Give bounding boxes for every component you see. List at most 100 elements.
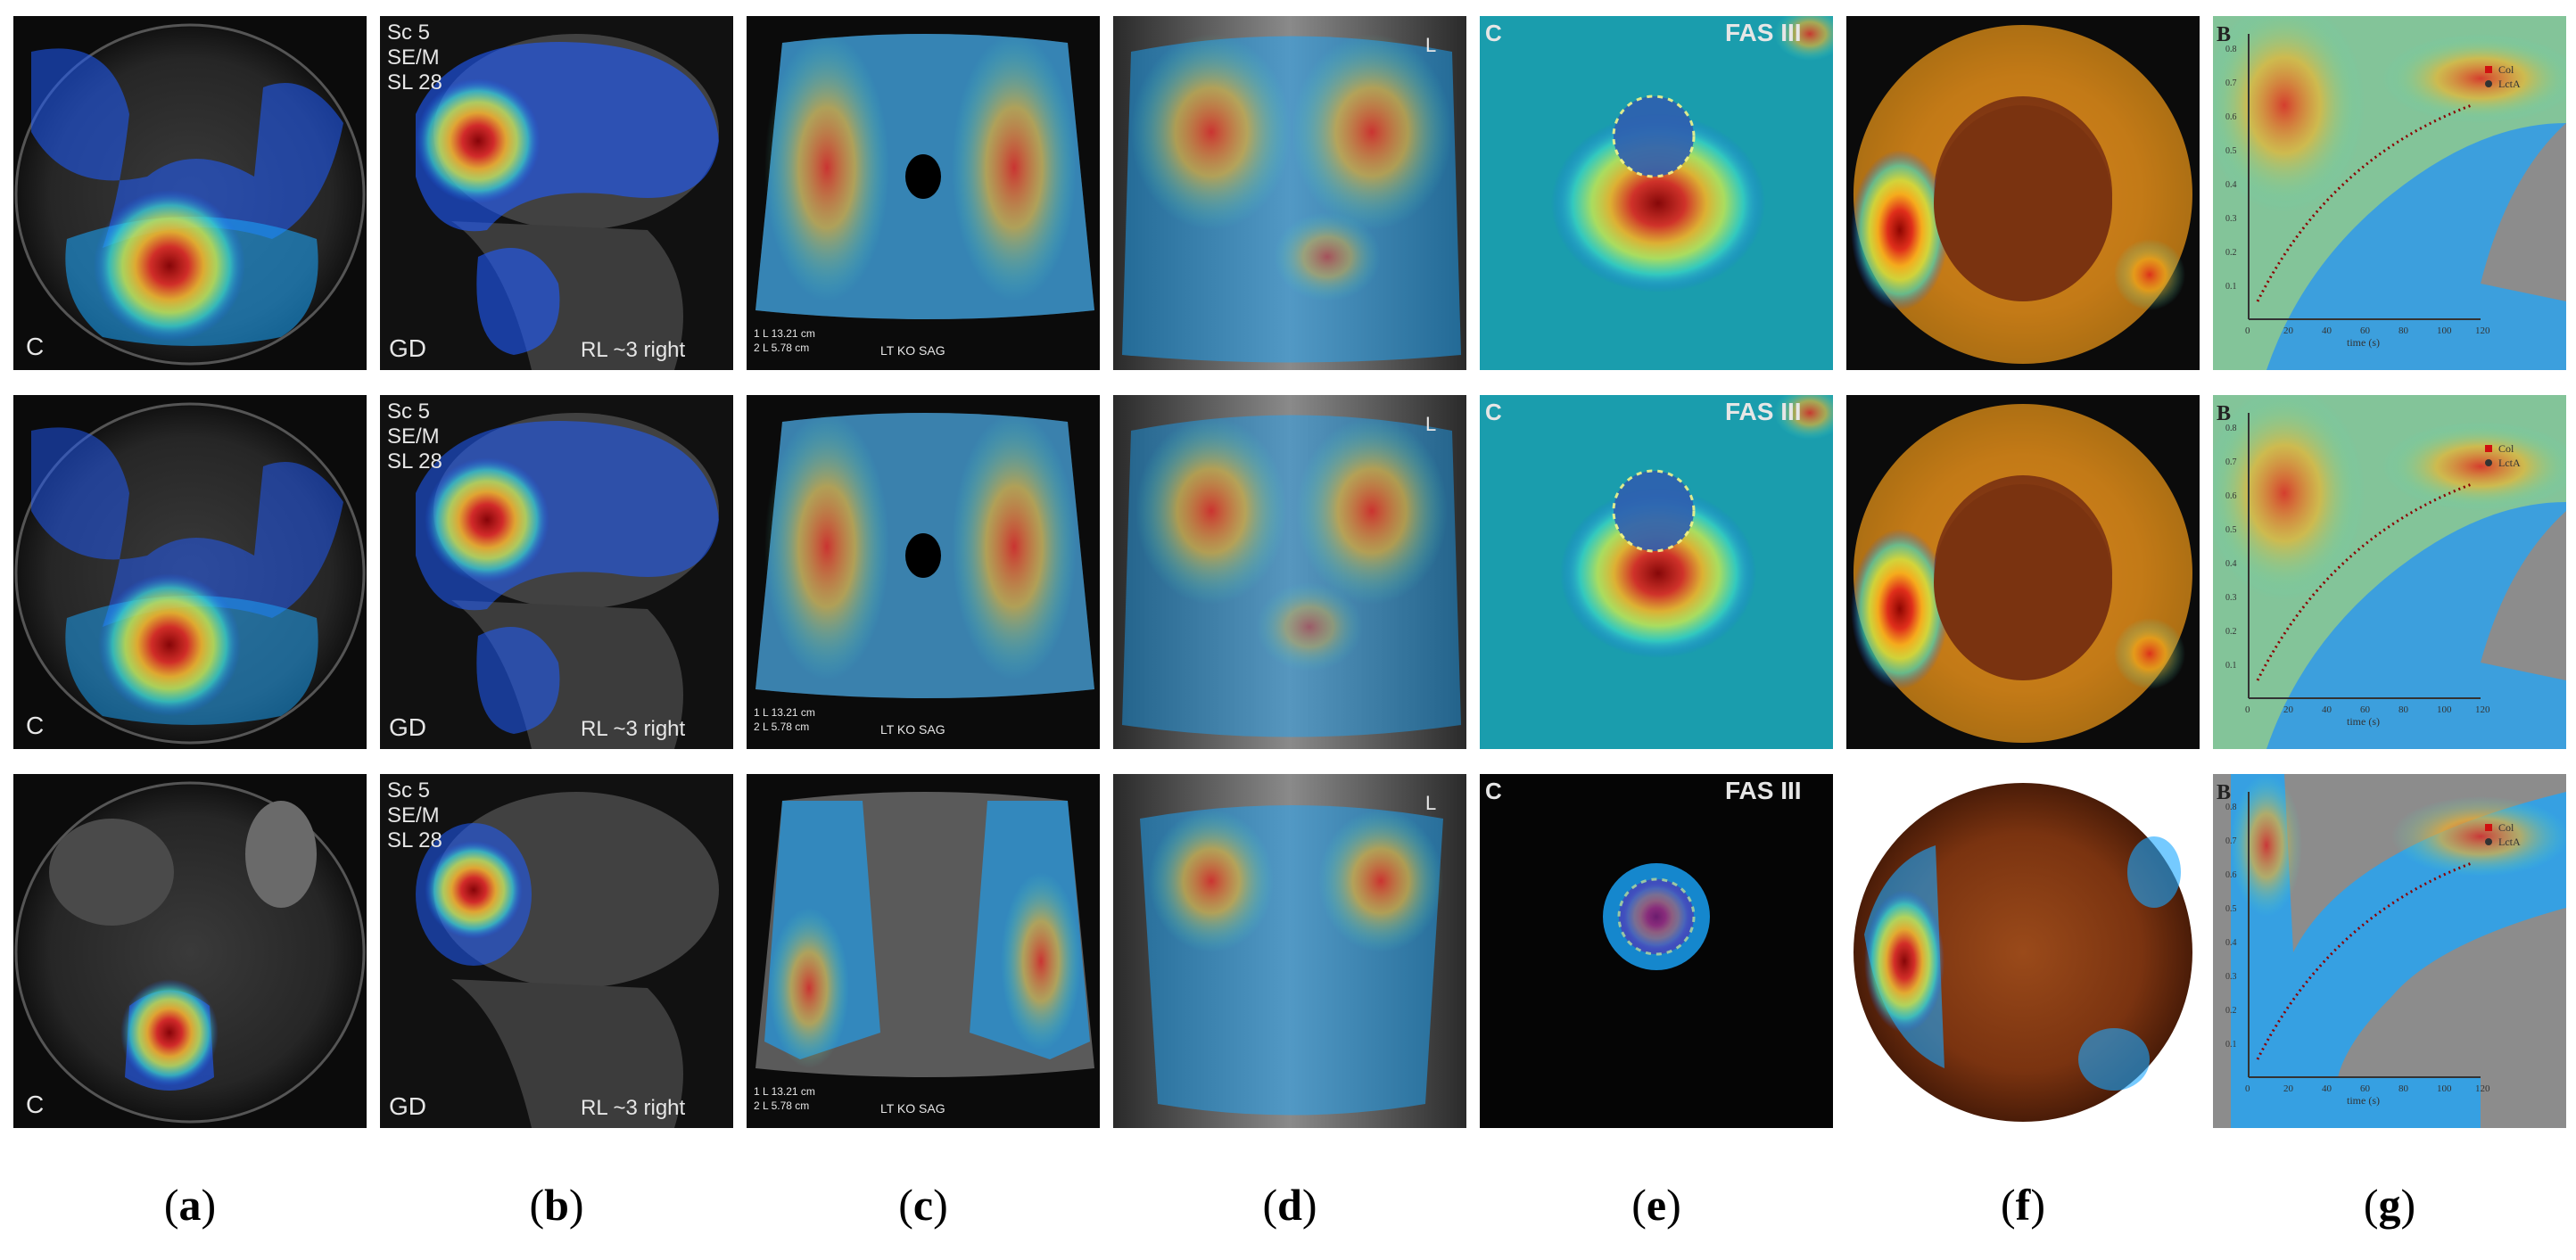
- xray-heatmap-mid: L: [1113, 395, 1466, 749]
- corner-label: GD: [389, 334, 426, 362]
- fundus-heatmap-mid: [1846, 395, 2200, 749]
- view-label: LT KO SAG: [880, 722, 945, 737]
- y-tick-label: 0.4: [2225, 938, 2237, 948]
- y-tick-label: 0.7: [2225, 836, 2237, 846]
- legend-lcta: LctA: [2498, 78, 2521, 90]
- corner-label: B: [2217, 402, 2231, 425]
- corner-label: B: [2217, 781, 2231, 804]
- panel-b-row1: Sc 5 SE/M SL 28 GD RL ~3 right: [380, 16, 733, 370]
- scan-line3: SL 28: [387, 70, 442, 95]
- y-tick-label: 0.5: [2225, 904, 2237, 914]
- y-tick-label: 0.3: [2225, 593, 2237, 603]
- orientation-label: RL ~3 right: [581, 338, 686, 362]
- legend-lcta: LctA: [2498, 457, 2521, 469]
- panel-b-row2: Sc 5 SE/M SL 28 GD RL ~3 right: [380, 395, 733, 749]
- panel-g-row2: Col LctA time (s) B 0 20 40 60 80 100 120 0.8 0.…: [2213, 395, 2566, 749]
- mri-heatmap-mid: Sc 5 SE/M SL 28 GD RL ~3 right: [380, 395, 733, 749]
- legend-lcta: LctA: [2498, 836, 2521, 848]
- orientation-label: RL ~3 right: [581, 1096, 686, 1120]
- corner-label: C: [1485, 20, 1502, 46]
- y-tick-label: 0.6: [2225, 112, 2237, 122]
- plot-heatmap-focused: Col LctA time (s) B 0 20 40 60 80 100 120 0.8 0.…: [2213, 774, 2566, 1128]
- x-tick-label: 80: [2398, 1083, 2409, 1094]
- skin-heatmap-focused: C FAS III: [1480, 774, 1833, 1128]
- x-tick-label: 0: [2245, 325, 2250, 336]
- grade-label: FAS III: [1725, 398, 1802, 425]
- caption-e: (e): [1631, 1180, 1681, 1230]
- legend-col: Col: [2498, 821, 2514, 834]
- panel-e-row1: C FAS III: [1480, 16, 1833, 370]
- x-tick-label: 60: [2360, 1083, 2371, 1094]
- scan-line2: SE/M: [387, 424, 440, 449]
- scan-line2: SE/M: [387, 45, 440, 70]
- panel-c-row2: 1 L 13.21 cm 2 L 5.78 cm LT KO SAG: [747, 395, 1100, 749]
- x-tick-label: 20: [2283, 1083, 2294, 1094]
- mri-heatmap-focused: Sc 5 SE/M SL 28 GD RL ~3 right: [380, 774, 733, 1128]
- panel-c-row1: 1 L 13.21 cm 2 L 5.78 cm LT KO SAG: [747, 16, 1100, 370]
- panel-c-row3: 1 L 13.21 cm 2 L 5.78 cm LT KO SAG: [747, 774, 1100, 1128]
- y-tick-label: 0.3: [2225, 214, 2237, 224]
- measurement-1: 1 L 13.21 cm: [754, 327, 815, 340]
- y-tick-label: 0.8: [2225, 424, 2237, 433]
- caption-b: (b): [529, 1180, 584, 1230]
- fundus-heatmap-focused: [1846, 774, 2200, 1128]
- scan-line2: SE/M: [387, 803, 440, 828]
- corner-label: C: [26, 333, 44, 360]
- x-tick-label: 60: [2360, 704, 2371, 715]
- x-tick-label: 40: [2322, 704, 2332, 715]
- skin-heatmap-mid: C FAS III: [1480, 395, 1833, 749]
- y-tick-label: 0.3: [2225, 972, 2237, 982]
- corner-label: GD: [389, 1092, 426, 1120]
- fundus-heatmap-full: [1846, 16, 2200, 370]
- panel-a-row1: C: [13, 16, 367, 370]
- panel-e-row2: C FAS III: [1480, 395, 1833, 749]
- corner-label: C: [1485, 399, 1502, 425]
- x-tick-label: 100: [2437, 704, 2452, 715]
- x-tick-label: 120: [2475, 1083, 2490, 1094]
- grade-label: FAS III: [1725, 19, 1802, 46]
- caption-d: (d): [1262, 1180, 1317, 1230]
- x-tick-label: 20: [2283, 704, 2294, 715]
- side-marker: L: [1425, 34, 1436, 56]
- caption-f: (f): [2001, 1180, 2045, 1230]
- y-tick-label: 0.6: [2225, 870, 2237, 880]
- side-marker: L: [1425, 413, 1436, 435]
- measurement-1: 1 L 13.21 cm: [754, 1085, 815, 1098]
- scan-line1: Sc 5: [387, 778, 430, 803]
- scan-line3: SL 28: [387, 449, 442, 474]
- y-tick-label: 0.2: [2225, 627, 2237, 637]
- x-tick-label: 0: [2245, 1083, 2250, 1094]
- panel-f-row1: [1846, 16, 2200, 370]
- caption-c: (c): [898, 1180, 948, 1230]
- x-tick-label: 40: [2322, 1083, 2332, 1094]
- x-tick-label: 0: [2245, 704, 2250, 715]
- panel-a-row3: C: [13, 774, 367, 1128]
- ultrasound-heatmap-mid: 1 L 13.21 cm 2 L 5.78 cm LT KO SAG: [747, 395, 1100, 749]
- x-axis-label: time (s): [2347, 715, 2380, 728]
- plot-heatmap-full: Col LctA time (s) B 0 20 40 60 80 100 120 0.8 0.…: [2213, 16, 2566, 370]
- y-tick-label: 0.8: [2225, 803, 2237, 812]
- y-tick-label: 0.2: [2225, 1006, 2237, 1016]
- mri-heatmap-full: Sc 5 SE/M SL 28 GD RL ~3 right: [380, 16, 733, 370]
- y-tick-label: 0.1: [2225, 661, 2237, 671]
- x-axis-label: time (s): [2347, 336, 2380, 349]
- side-marker: L: [1425, 792, 1436, 814]
- measurement-2: 2 L 5.78 cm: [754, 721, 809, 733]
- y-tick-label: 0.7: [2225, 78, 2237, 88]
- view-label: LT KO SAG: [880, 1101, 945, 1116]
- y-tick-label: 0.7: [2225, 457, 2237, 467]
- x-axis-label: time (s): [2347, 1094, 2380, 1107]
- panel-f-row3: [1846, 774, 2200, 1128]
- y-tick-label: 0.5: [2225, 146, 2237, 156]
- plot-heatmap-mid: Col LctA time (s) B 0 20 40 60 80 100 120 0.8 0.…: [2213, 395, 2566, 749]
- y-tick-label: 0.4: [2225, 559, 2237, 569]
- scan-line1: Sc 5: [387, 399, 430, 424]
- xray-heatmap-full: L: [1113, 16, 1466, 370]
- ct-heatmap-full: C: [13, 16, 367, 370]
- skin-heatmap-full: C FAS III: [1480, 16, 1833, 370]
- y-tick-label: 0.5: [2225, 525, 2237, 535]
- corner-label: C: [26, 712, 44, 739]
- panel-g-row3: Col LctA time (s) B 0 20 40 60 80 100 120 0.8 0.…: [2213, 774, 2566, 1128]
- ct-heatmap-mid: C: [13, 395, 367, 749]
- panel-f-row2: [1846, 395, 2200, 749]
